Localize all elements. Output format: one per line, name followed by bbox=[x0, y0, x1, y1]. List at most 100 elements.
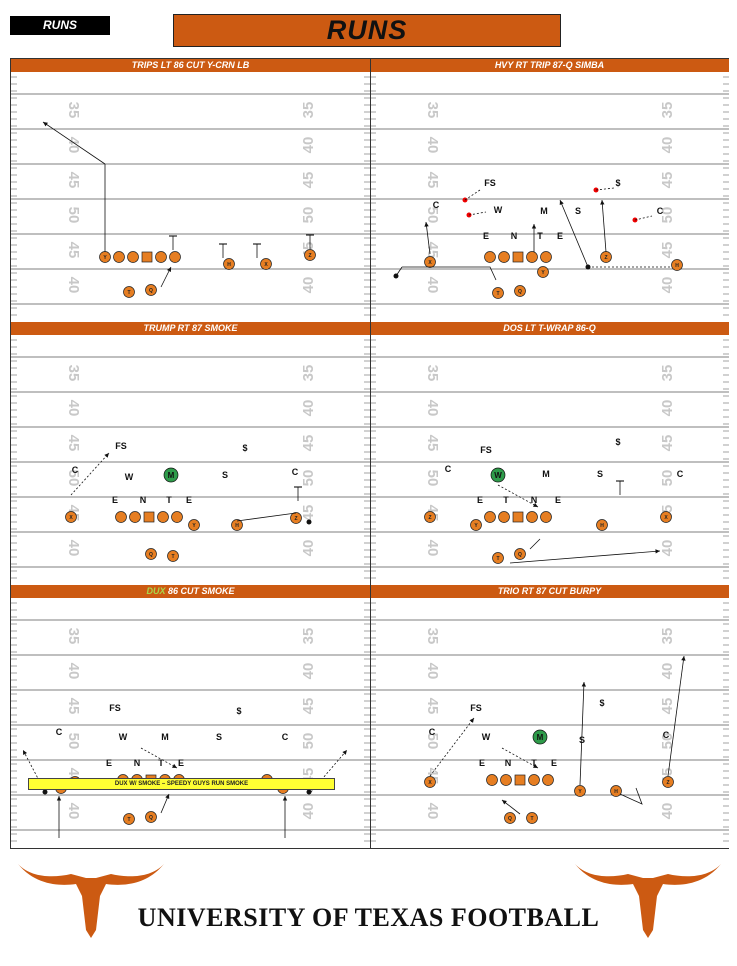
yard-number-left: 40 bbox=[65, 277, 82, 294]
offense-player bbox=[231, 519, 243, 531]
play-panel-2[interactable]: HVY RT TRIP 87-Q SIMBA 35 40 45 50 45 40 35 40 4… bbox=[370, 59, 729, 322]
yard-number-left: 45 bbox=[65, 242, 82, 259]
offense-player bbox=[123, 813, 135, 825]
offense-player-label: Z bbox=[428, 515, 431, 521]
offense-player bbox=[169, 251, 181, 263]
defender-label: T bbox=[166, 495, 172, 505]
yard-number-right: 45 bbox=[659, 698, 676, 715]
offense-player bbox=[127, 251, 139, 263]
yard-number-left: 40 bbox=[65, 400, 82, 417]
runs-tag: RUNS bbox=[10, 16, 110, 35]
offense-player-label: Y bbox=[541, 270, 545, 276]
defender-label: $ bbox=[615, 437, 620, 447]
defender-label: C bbox=[433, 200, 440, 210]
yard-number-left: 50 bbox=[424, 733, 441, 750]
offense-player bbox=[484, 251, 496, 263]
yard-number-left: 35 bbox=[424, 102, 441, 119]
defender-label: E bbox=[106, 758, 112, 768]
yard-number-left: 45 bbox=[424, 242, 441, 259]
yard-number-left: 40 bbox=[65, 137, 82, 154]
route-line bbox=[425, 221, 431, 255]
field-diagram-4: 354045504540354045504540ZYHXTQFS$WMSCCET… bbox=[370, 339, 729, 579]
mike-label: M bbox=[168, 471, 175, 480]
defender-label: $ bbox=[615, 178, 620, 188]
dux-label: DUX bbox=[146, 586, 166, 596]
offense-player bbox=[492, 552, 504, 564]
defender-label: E bbox=[557, 231, 563, 241]
defender-label: N bbox=[134, 758, 141, 768]
offense-player-label: Z bbox=[666, 780, 669, 786]
route-arrowhead bbox=[681, 656, 686, 661]
defender-label: C bbox=[429, 727, 436, 737]
center-player bbox=[141, 251, 153, 263]
offense-player-label: Q bbox=[518, 552, 522, 558]
offense-player bbox=[155, 251, 167, 263]
defender-label: $ bbox=[236, 706, 241, 716]
play-panel-6[interactable]: TRIO RT 87 CUT BURPY 35 40 45 50 45 40 35 40 45 5… bbox=[370, 585, 729, 848]
defender-label: T bbox=[537, 231, 543, 241]
yard-number-left: 50 bbox=[65, 207, 82, 224]
mike-label: M bbox=[537, 733, 544, 742]
offense-player-label: T bbox=[496, 556, 499, 562]
route-line bbox=[559, 199, 589, 268]
yard-number-left: 50 bbox=[65, 470, 82, 487]
defender-label: T bbox=[531, 758, 537, 768]
yard-number-left: 40 bbox=[424, 277, 441, 294]
offense-player-label: Q bbox=[149, 552, 153, 558]
offense-player bbox=[304, 249, 316, 261]
play-title-5: DUX 86 CUT SMOKE bbox=[11, 585, 370, 598]
yard-number-right: 40 bbox=[659, 277, 676, 294]
center-player bbox=[143, 511, 155, 523]
route-arrowhead bbox=[655, 549, 660, 554]
defender-label: C bbox=[282, 732, 289, 742]
offense-player-label: H bbox=[675, 263, 679, 269]
field-diagram-2: 35 40 45 50 45 40 35 40 45 50 45 40 X Y Z H T Q FS $ W M S C C E N… bbox=[370, 76, 729, 316]
offense-player-label: Q bbox=[518, 289, 522, 295]
defender-label: W bbox=[482, 732, 491, 742]
offense-player bbox=[113, 251, 125, 263]
yard-number-left: 50 bbox=[424, 470, 441, 487]
route-line bbox=[634, 215, 653, 221]
yard-number-right: 40 bbox=[659, 803, 676, 820]
offense-player bbox=[540, 511, 552, 523]
yard-number-right: 50 bbox=[300, 470, 317, 487]
defender-label: M bbox=[540, 206, 548, 216]
defender-label: N bbox=[505, 758, 512, 768]
offense-player bbox=[662, 776, 674, 788]
yard-number-right: 50 bbox=[300, 207, 317, 224]
route-line bbox=[22, 749, 44, 789]
defender-label: W bbox=[119, 732, 128, 742]
play-panel-5[interactable]: DUX 86 CUT SMOKE 35 40 45 50 45 40 35 40 45 50 45 4… bbox=[11, 585, 370, 848]
offense-player bbox=[129, 511, 141, 523]
offense-player-label: Y bbox=[474, 523, 478, 529]
defender-label: N bbox=[140, 495, 147, 505]
offense-player-label: H bbox=[227, 262, 231, 268]
offense-player bbox=[504, 812, 516, 824]
play-panel-3[interactable]: TRUMP RT 87 SMOKE 3540455045403540455045… bbox=[11, 322, 370, 585]
route-line bbox=[619, 787, 643, 805]
yard-number-left: 45 bbox=[65, 698, 82, 715]
yard-number-right: 45 bbox=[300, 505, 317, 522]
offense-player bbox=[537, 266, 549, 278]
defender-label: C bbox=[663, 730, 670, 740]
play-grid: TRIPS LT 86 CUT Y-CRN LB 35 40 45 50 45 40 35 4… bbox=[10, 58, 729, 849]
defender-label: C bbox=[677, 469, 684, 479]
offense-player bbox=[492, 287, 504, 299]
offense-player bbox=[484, 511, 496, 523]
offense-player bbox=[660, 511, 672, 523]
mike-linebacker bbox=[490, 467, 506, 483]
offense-player bbox=[290, 512, 302, 524]
yard-number-left: 40 bbox=[424, 663, 441, 680]
route-arrowhead bbox=[23, 750, 28, 755]
offense-player-label: T bbox=[171, 554, 174, 560]
yard-number-right: 40 bbox=[659, 540, 676, 557]
play-panel-1[interactable]: TRIPS LT 86 CUT Y-CRN LB 35 40 45 50 45 40 35 4… bbox=[11, 59, 370, 322]
route-line bbox=[402, 266, 497, 281]
route-line bbox=[509, 550, 661, 564]
center-player bbox=[512, 511, 524, 523]
defender-label: $ bbox=[242, 443, 247, 453]
play-panel-4[interactable]: DOS LT T-WRAP 86-Q 354045504540354045504… bbox=[370, 322, 729, 585]
yard-number-left: 35 bbox=[424, 365, 441, 382]
defender-label: M bbox=[542, 469, 550, 479]
route-line bbox=[42, 121, 106, 165]
